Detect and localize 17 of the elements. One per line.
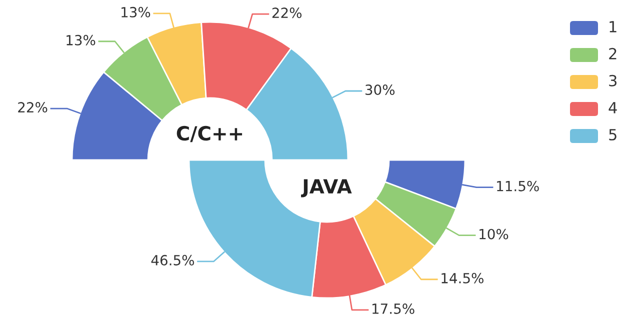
text: JAVA	[301, 179, 352, 198]
data-label: 10%	[480, 228, 508, 240]
legend-label: 5	[609, 129, 616, 140]
data-label: 22%	[18, 102, 48, 113]
data-label: 17.5%	[372, 303, 414, 314]
legend-label: 3	[609, 74, 616, 86]
legend-label: 1	[610, 21, 616, 32]
data-label: 13%	[66, 34, 96, 46]
data-label: 46.5%	[151, 254, 194, 266]
data-label: 30%	[365, 84, 395, 96]
data-label: 14.5%	[442, 272, 484, 284]
legend-label: 4	[608, 102, 617, 114]
legend-label: 2	[609, 48, 616, 60]
data-label: 22%	[272, 8, 302, 18]
data-label: 13%	[122, 6, 150, 18]
text: C/C++	[176, 126, 242, 142]
data-label: 11.5%	[497, 180, 539, 192]
